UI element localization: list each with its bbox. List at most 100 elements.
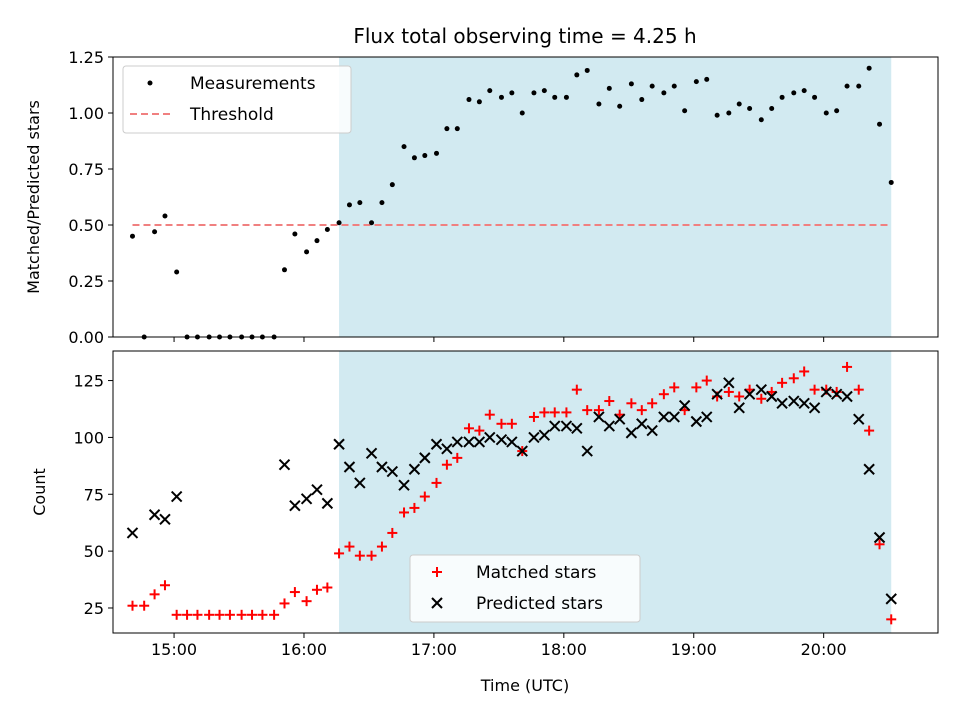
matched-point <box>474 425 485 436</box>
y-tick-label: 0.75 <box>68 160 104 179</box>
predicted-point <box>853 413 865 425</box>
ratio-plot-area: 0.00 0.25 0.50 0.75 1.00 1.25 <box>68 48 939 347</box>
count-legend: Matched stars Predicted stars <box>409 554 641 623</box>
matched-point <box>636 405 647 416</box>
matched-point <box>777 377 788 388</box>
measurement-point <box>661 90 667 96</box>
y-tick-label: 0.50 <box>68 216 104 235</box>
matched-point <box>647 398 658 409</box>
matched-point <box>691 382 702 393</box>
legend-predicted-marker <box>431 597 443 609</box>
measurement-point <box>736 101 742 107</box>
predicted-point <box>808 402 821 414</box>
matched-point <box>604 396 615 407</box>
measurement-point <box>704 76 710 82</box>
predicted-point <box>408 463 421 475</box>
legend-measurements-marker <box>147 80 153 86</box>
matched-point <box>247 609 258 620</box>
measurement-point <box>639 97 645 103</box>
axes-frame <box>112 56 939 338</box>
predicted-point <box>830 388 843 400</box>
measurement-point <box>401 144 407 150</box>
predicted-point <box>613 413 626 425</box>
matched-point <box>496 418 507 429</box>
matched-point <box>528 411 539 422</box>
matched-point <box>874 539 885 550</box>
predicted-point <box>398 479 410 491</box>
measurement-point <box>791 90 797 96</box>
measurement-point <box>519 110 525 116</box>
matched-point <box>593 405 604 416</box>
predicted-point <box>668 411 680 423</box>
measurement-point <box>877 121 883 127</box>
predicted-point <box>473 436 486 448</box>
matched-point <box>301 596 312 607</box>
predicted-point <box>723 377 735 389</box>
predicted-point <box>463 436 475 448</box>
legend-frame <box>409 554 641 623</box>
measurement-point <box>888 179 894 185</box>
measurement-point <box>174 269 180 275</box>
predicted-point <box>863 463 875 475</box>
measurement-point <box>314 238 320 244</box>
matched-point <box>354 550 365 561</box>
matched-point <box>409 502 420 513</box>
matched-point <box>788 373 799 384</box>
matched-point <box>204 609 215 620</box>
predicted-point <box>300 493 313 505</box>
predicted-point <box>516 445 528 457</box>
measurement-point <box>671 83 677 89</box>
matched-point <box>463 423 474 434</box>
measurement-point <box>369 220 375 226</box>
measurement-point <box>812 94 818 100</box>
measurement-point <box>779 94 785 100</box>
measurement-point <box>476 99 482 105</box>
predicted-point <box>625 427 638 439</box>
matched-point <box>582 405 593 416</box>
matched-point <box>734 391 745 402</box>
matched-point <box>723 386 734 397</box>
matched-point <box>669 382 680 393</box>
predicted-point <box>646 424 658 437</box>
predicted-point <box>841 390 853 403</box>
matched-point <box>127 600 138 611</box>
predicted-point <box>170 490 183 503</box>
predicted-point <box>365 447 378 460</box>
matched-point <box>441 459 452 470</box>
matched-point <box>171 609 182 620</box>
predicted-point <box>430 438 443 450</box>
measurement-point <box>541 88 547 94</box>
measurement-point <box>379 200 385 206</box>
matched-point <box>399 507 410 518</box>
measurement-point <box>466 97 472 103</box>
predicted-point <box>278 459 291 471</box>
matched-point <box>322 582 333 593</box>
matched-point <box>311 584 322 595</box>
measurement-point <box>281 267 287 273</box>
x-tick-label: 17:00 <box>411 640 457 659</box>
matched-point <box>799 366 810 377</box>
matched-point <box>853 384 864 395</box>
ratio-panel: Flux total observing time = 4.25 h Match… <box>24 24 939 347</box>
measurement-point <box>336 220 342 226</box>
legend-matched-marker <box>432 567 442 577</box>
matched-point <box>139 600 150 611</box>
count-panel: Count Time (UTC) 15:00 16:00 17:00 18:00 19:… <box>30 350 939 695</box>
legend-threshold-label: Threshold <box>189 105 274 125</box>
measurement-point <box>487 88 493 94</box>
matched-point <box>809 384 820 395</box>
predicted-point <box>376 461 388 473</box>
predicted-point <box>419 452 431 464</box>
x-axis-label: Time (UTC) <box>480 676 569 695</box>
measurement-point <box>866 65 872 71</box>
matched-point <box>269 609 280 620</box>
chart-title: Flux total observing time = 4.25 h <box>353 24 696 48</box>
axes-frame <box>112 350 939 634</box>
legend-predicted-label: Predicted stars <box>476 594 603 614</box>
predicted-point <box>354 477 366 489</box>
x-tick-label: 15:00 <box>151 640 197 659</box>
measurement-point <box>346 202 352 208</box>
predicted-point <box>690 415 703 428</box>
